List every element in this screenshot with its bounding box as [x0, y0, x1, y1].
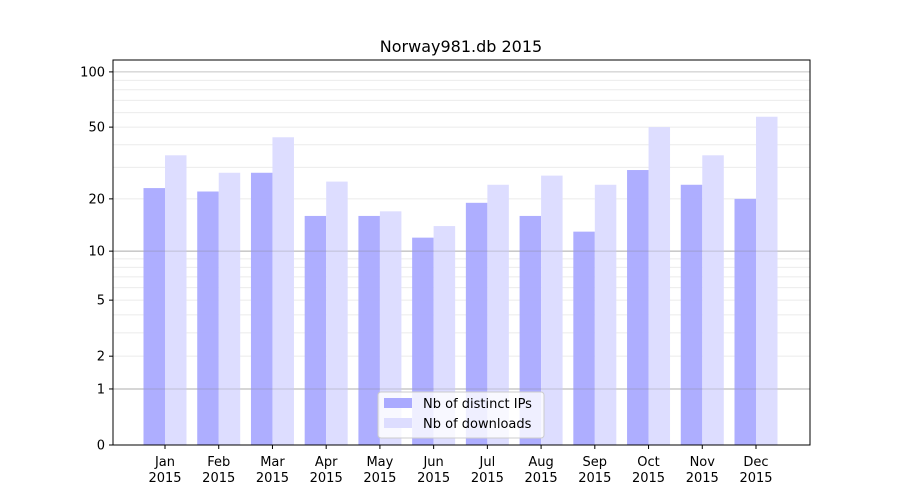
legend-label: Nb of distinct IPs: [423, 397, 532, 412]
x-tick-label: Sep 2015: [578, 455, 611, 486]
bar-distinct-ips: [197, 191, 219, 445]
bar-distinct-ips: [250, 172, 273, 445]
bar-distinct-ips: [573, 231, 595, 445]
x-tick-label: Jun 2015: [417, 455, 450, 486]
x-tick-label: Aug 2015: [525, 455, 558, 486]
bar-downloads: [326, 181, 348, 445]
x-tick-label: Apr 2015: [310, 455, 343, 486]
bar-distinct-ips: [680, 184, 703, 445]
bar-downloads: [648, 127, 671, 445]
x-tick-label: Nov 2015: [686, 455, 719, 486]
y-tick-label: 1: [97, 382, 105, 397]
bar-downloads: [272, 137, 294, 446]
y-tick-label: 100: [80, 65, 105, 80]
legend: Nb of distinct IPs Nb of downloads: [377, 391, 545, 439]
bar-downloads: [379, 211, 402, 445]
bar-downloads: [541, 175, 563, 445]
bar-distinct-ips: [734, 198, 756, 445]
bar-downloads: [165, 155, 187, 445]
bar-downloads: [487, 184, 509, 445]
bar-distinct-ips: [358, 215, 380, 445]
legend-label: Nb of downloads: [423, 417, 532, 432]
y-tick-label: 20: [88, 192, 105, 207]
bar-distinct-ips: [304, 215, 327, 445]
legend-box: [377, 391, 545, 439]
y-tick-label: 10: [88, 245, 105, 260]
legend-swatch: [384, 418, 412, 428]
bar-downloads: [218, 172, 241, 445]
x-tick-label: May 2015: [363, 455, 396, 486]
y-tick-label: 50: [88, 121, 105, 136]
bar-downloads: [594, 184, 617, 445]
x-tick-label: Oct 2015: [632, 455, 665, 486]
x-tick-label: Jan 2015: [148, 455, 181, 486]
bar-distinct-ips: [465, 202, 488, 445]
x-tick-label: Mar 2015: [256, 455, 289, 486]
y-tick-label: 2: [97, 350, 105, 365]
bar-downloads: [702, 155, 724, 445]
plot-frame: [112, 59, 811, 446]
x-tick-label: Jul 2015: [471, 455, 504, 486]
bar-distinct-ips: [519, 215, 542, 445]
bar-distinct-ips: [143, 188, 165, 445]
bar-downloads: [433, 226, 456, 445]
bar-downloads: [756, 116, 778, 445]
x-tick-label: Feb 2015: [202, 455, 235, 486]
y-tick-label: 5: [97, 294, 105, 309]
legend-swatch: [384, 398, 412, 408]
x-tick-label: Dec 2015: [739, 455, 772, 486]
chart-title: Norway981.db 2015: [380, 37, 542, 56]
bar-distinct-ips: [627, 170, 649, 445]
y-tick-label: 0: [97, 439, 105, 454]
